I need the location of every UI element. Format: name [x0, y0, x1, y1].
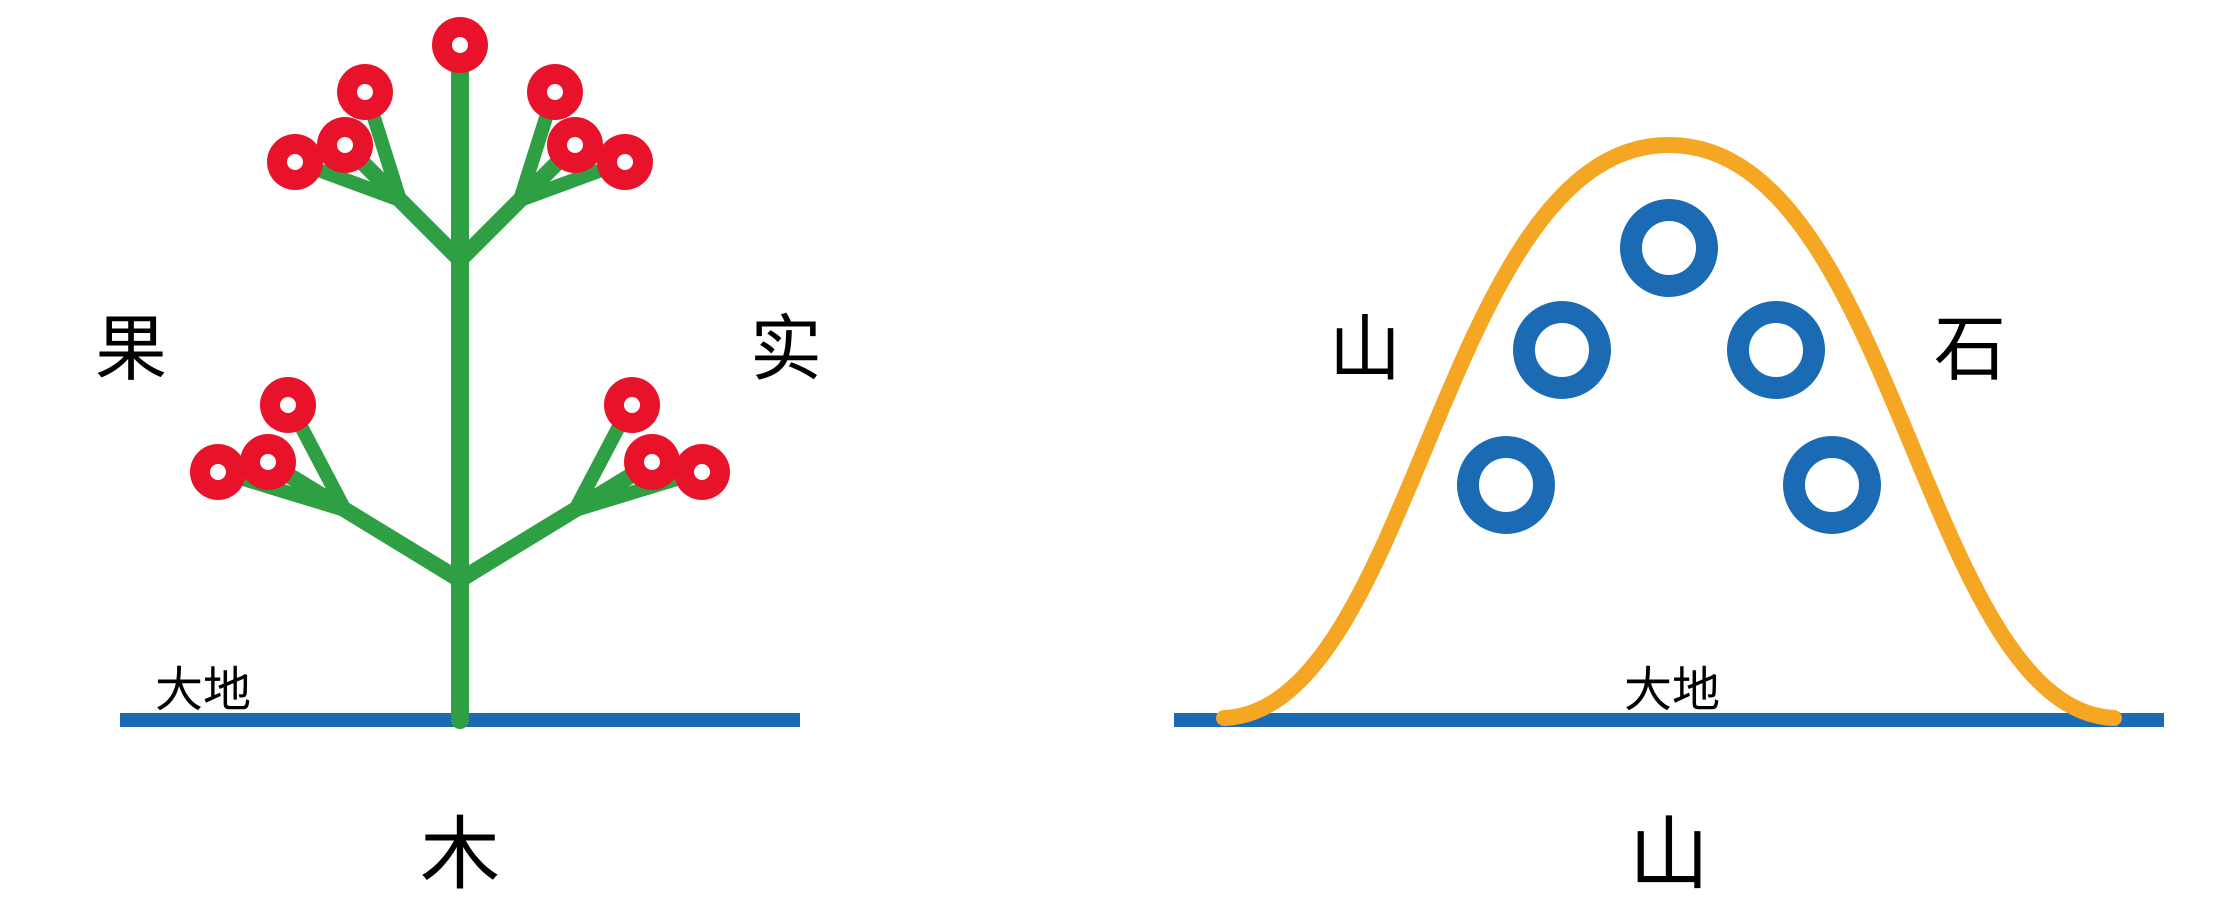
tree-svg: [0, 0, 1114, 900]
tree-label-ground: 大地: [155, 650, 251, 720]
fruit-icon: [240, 434, 296, 490]
fruit-icon: [624, 434, 680, 490]
fruit-icon: [190, 444, 246, 500]
tree-diagram-panel: 果 实 大地 木: [0, 0, 1114, 900]
fruit-icon: [337, 64, 393, 120]
tree-label-right: 实: [750, 290, 822, 395]
mountain-label-bottom: 山: [1629, 790, 1709, 906]
fruit-icon: [527, 64, 583, 120]
rock-icon: [1738, 312, 1814, 388]
fruit-icon: [260, 377, 316, 433]
mountain-curve: [1224, 145, 2114, 718]
mountain-diagram-panel: 山 石 大地 山: [1114, 0, 2228, 900]
rock-icon: [1524, 312, 1600, 388]
fruit-icon: [267, 134, 323, 190]
tree-branch: [355, 155, 460, 260]
mountain-svg: [1114, 0, 2228, 900]
fruit-icon: [674, 444, 730, 500]
mountain-label-right: 石: [1934, 290, 2006, 395]
rock-icon: [1631, 210, 1707, 286]
fruit-icon: [317, 117, 373, 173]
rock-icon: [1468, 447, 1544, 523]
fruit-icon: [597, 134, 653, 190]
tree-label-left: 果: [95, 290, 167, 395]
tree-branch: [460, 470, 640, 580]
tree-branch: [460, 155, 565, 260]
rock-icon: [1794, 447, 1870, 523]
fruit-icon: [604, 377, 660, 433]
mountain-label-ground: 大地: [1624, 650, 1720, 720]
mountain-label-left: 山: [1329, 290, 1401, 395]
tree-label-bottom: 木: [420, 790, 500, 906]
fruit-icon: [547, 117, 603, 173]
fruit-icon: [432, 17, 488, 73]
tree-branch: [280, 470, 460, 580]
